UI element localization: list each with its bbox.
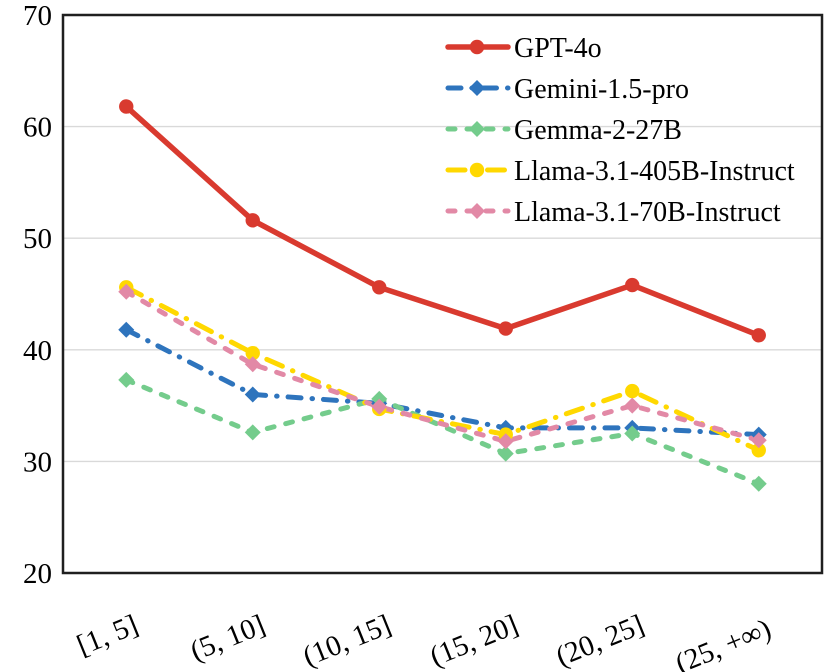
y-axis-tick-label: 20 <box>23 558 52 590</box>
y-axis-tick-label: 60 <box>23 112 52 144</box>
gridlines <box>63 125 822 463</box>
y-axis-tick-label: 30 <box>23 446 52 478</box>
x-axis-category-label: (5, 10] <box>186 609 270 668</box>
y-axis: 70 60 50 40 30 20 <box>23 0 52 590</box>
x-axis-category-label: (10, 15] <box>298 609 395 672</box>
x-axis-category-label: (20, 25] <box>551 609 648 672</box>
legend-swatches <box>445 39 511 219</box>
legend-label: Gemma-2-27B <box>514 115 682 146</box>
y-axis-tick-label: 40 <box>23 335 52 367</box>
data-series <box>118 99 767 492</box>
y-axis-tick-label: 50 <box>23 223 52 255</box>
x-axis-category-label: (15, 20] <box>425 609 522 672</box>
x-axis-category-label: (25, +∞) <box>671 613 776 672</box>
legend-label: Llama-3.1-70B-Instruct <box>514 197 781 228</box>
x-axis: [1, 5] (5, 10] (10, 15] (15, 20] (20, 25… <box>72 609 775 672</box>
legend: GPT-4o Gemini-1.5-pro Gemma-2-27B Llama-… <box>445 33 795 228</box>
legend-label: Llama-3.1-405B-Instruct <box>514 156 795 187</box>
plot-border <box>61 13 824 575</box>
legend-label: Gemini-1.5-pro <box>514 74 689 105</box>
x-axis-category-label: [1, 5] <box>72 609 142 662</box>
y-axis-tick-label: 70 <box>23 0 52 32</box>
legend-label: GPT-4o <box>514 33 602 64</box>
